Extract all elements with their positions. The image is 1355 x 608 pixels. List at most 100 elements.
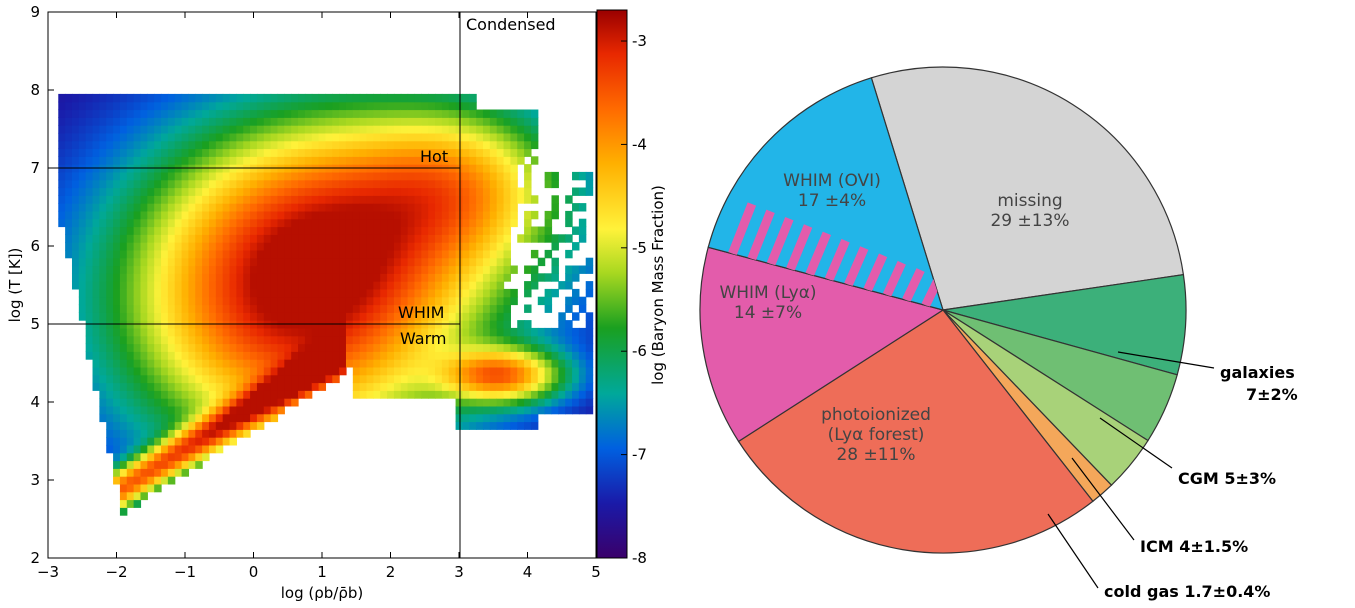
- heatmap-cell: [393, 203, 402, 212]
- heatmap-cell: [133, 437, 142, 446]
- heatmap-cell: [256, 304, 265, 313]
- heatmap-cell: [256, 421, 265, 430]
- heatmap-cell: [222, 132, 231, 142]
- heatmap-cell: [551, 390, 559, 399]
- heatmap-cell: [133, 210, 142, 220]
- heatmap-cell: [441, 312, 450, 321]
- heatmap-cell: [133, 265, 142, 274]
- heatmap-cell: [517, 148, 525, 157]
- heatmap-cell: [263, 374, 272, 384]
- heatmap-cell: [92, 226, 100, 235]
- heatmap-cell: [85, 93, 94, 103]
- heatmap-cell: [441, 374, 450, 384]
- heatmap-cell: [270, 132, 279, 142]
- heatmap-cell: [435, 351, 443, 360]
- heatmap-cell: [565, 273, 573, 282]
- heatmap-cell: [332, 101, 340, 111]
- heatmap-cell: [489, 117, 498, 126]
- heatmap-cell: [277, 156, 285, 165]
- heatmap-cell: [530, 109, 539, 118]
- heatmap-cell: [332, 93, 340, 103]
- whim-stripe: [902, 268, 925, 303]
- heatmap-cell: [421, 281, 429, 290]
- heatmap-cell: [256, 312, 265, 321]
- heatmap-cell: [174, 335, 183, 345]
- heatmap-cell: [291, 382, 299, 391]
- heatmap-cell: [572, 273, 580, 282]
- heatmap-cell: [510, 109, 518, 118]
- heatmap-cell: [325, 288, 333, 298]
- heatmap-cell: [345, 117, 354, 126]
- heatmap-cell: [140, 444, 148, 454]
- heatmap-cell: [277, 273, 285, 282]
- heatmap-cell: [270, 226, 279, 235]
- heatmap-cell: [58, 187, 66, 196]
- heatmap-cell: [181, 343, 190, 352]
- heatmap-cell: [167, 312, 176, 321]
- heatmap-cell: [167, 437, 176, 446]
- heatmap-cell: [195, 398, 203, 407]
- heatmap-cell: [174, 296, 183, 306]
- heatmap-cell: [92, 288, 100, 298]
- heatmap-cell: [435, 117, 443, 126]
- heatmap-cell: [140, 366, 148, 376]
- heatmap-cell: [147, 101, 155, 111]
- heatmap-cell: [325, 117, 333, 126]
- heatmap-cell: [140, 179, 148, 189]
- heatmap-cell: [236, 304, 244, 313]
- heatmap-cell: [99, 273, 107, 282]
- pie-slice-missing: [870, 66, 1185, 311]
- heatmap-cell: [359, 156, 368, 165]
- heatmap-cell: [92, 117, 100, 126]
- heatmap-cell: [537, 296, 546, 306]
- heatmap-cell: [380, 351, 388, 360]
- heatmap-cell: [380, 187, 388, 196]
- heatmap-cell: [448, 234, 457, 243]
- heatmap-cell: [161, 398, 169, 407]
- heatmap-cell: [195, 140, 203, 150]
- heatmap-cell: [188, 125, 196, 134]
- heatmap-cell: [119, 507, 128, 516]
- heatmap-cell: [229, 265, 237, 274]
- heatmap-cell: [366, 101, 374, 111]
- heatmap-cell: [428, 296, 436, 306]
- heatmap-cell: [161, 218, 169, 228]
- heatmap-cell: [393, 117, 402, 126]
- heatmap-cell: [510, 164, 518, 173]
- pie-slice-whim-lya: [699, 246, 945, 443]
- heatmap-cell: [181, 413, 190, 423]
- heatmap-cell: [489, 374, 498, 384]
- heatmap-cell: [489, 327, 498, 337]
- heatmap-cell: [161, 109, 169, 118]
- heatmap-cell: [65, 179, 73, 189]
- heatmap-cell: [517, 117, 525, 126]
- heatmap-cell: [140, 257, 148, 267]
- heatmap-cell: [119, 476, 128, 485]
- heatmap-cell: [277, 218, 285, 228]
- heatmap-cell: [113, 257, 121, 267]
- heatmap-cell: [202, 148, 210, 157]
- heatmap-cell: [448, 210, 457, 220]
- heatmap-cell: [359, 327, 368, 337]
- heatmap-cell: [435, 109, 443, 118]
- heatmap-cell: [332, 374, 340, 384]
- heatmap-cell: [311, 273, 320, 282]
- heatmap-cell: [263, 327, 272, 337]
- heatmap-cell: [380, 257, 388, 267]
- heatmap-cell: [277, 366, 285, 376]
- heatmap-cell: [174, 429, 183, 438]
- heatmap-cell: [133, 281, 142, 290]
- heatmap-cell: [407, 343, 416, 352]
- heatmap-cell: [537, 226, 546, 235]
- heatmap-cell: [298, 101, 306, 111]
- heatmap-cell: [339, 234, 347, 243]
- heatmap-cell: [133, 296, 142, 306]
- heatmap-cell: [339, 218, 347, 228]
- heatmap-cell: [256, 156, 265, 165]
- heatmap-cell: [325, 273, 333, 282]
- heatmap-cell: [462, 249, 470, 259]
- heatmap-cell: [325, 156, 333, 165]
- heatmap-cell: [106, 312, 114, 321]
- heatmap-cell: [133, 429, 142, 438]
- heatmap-cell: [147, 437, 155, 446]
